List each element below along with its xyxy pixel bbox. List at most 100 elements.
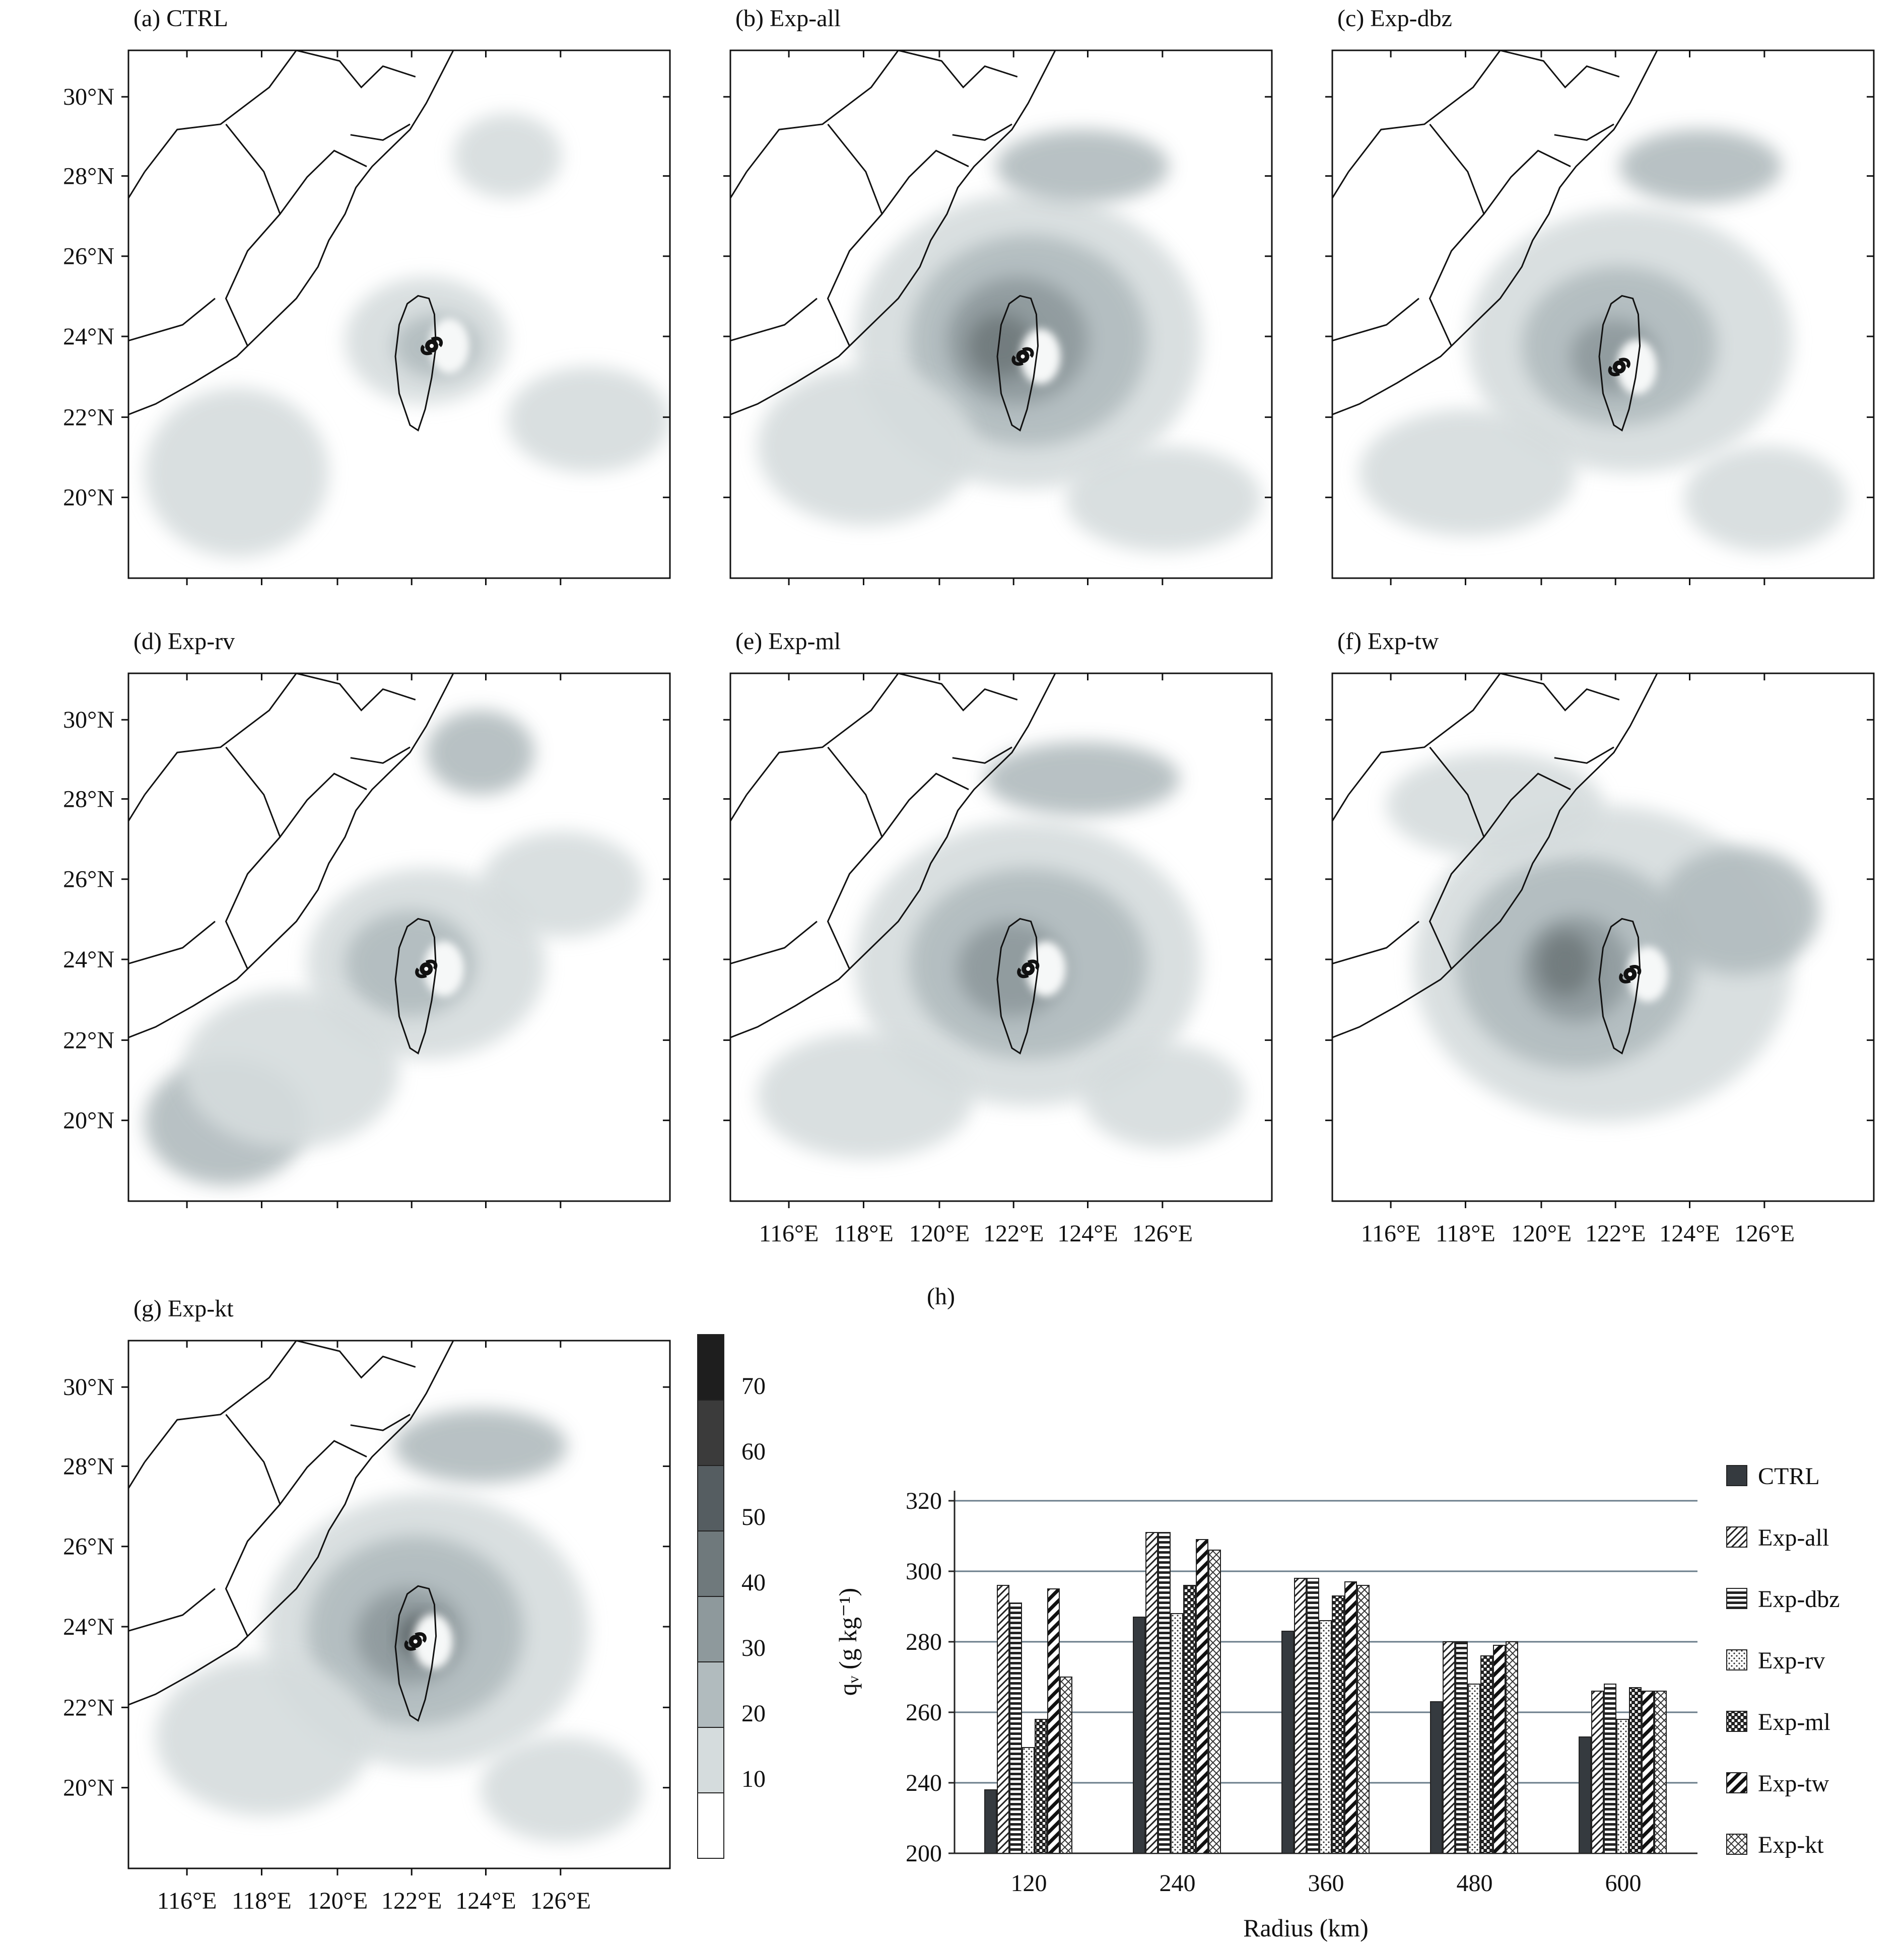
shade-region (757, 367, 974, 526)
lon-label: 126°E (1734, 1220, 1795, 1247)
bar-exp-dbz (1009, 1602, 1022, 1854)
province-border (881, 150, 969, 215)
bar-exp-kt (1060, 1677, 1072, 1854)
panel-title: (d) Exp-rv (133, 628, 235, 655)
legend-swatch (1726, 1772, 1747, 1793)
shade-region (393, 1409, 567, 1483)
typhoon-symbol-icon (1011, 347, 1034, 366)
province-border (128, 171, 146, 199)
legend-swatch (1726, 1649, 1747, 1670)
province-border (225, 746, 281, 969)
geography (730, 50, 1056, 432)
shade-region (507, 367, 670, 473)
panel-title: (e) Exp-ml (735, 628, 841, 655)
map-panel-d: 30°N 28°N 26°N 24°N 22°N 20°N (d) Exp-rv (63, 628, 671, 1208)
province-border (128, 1461, 146, 1489)
shade-region (757, 1032, 974, 1159)
legend-label: Exp-ml (1758, 1709, 1830, 1735)
lat-label: 30°N (63, 707, 114, 733)
lon-label: 124°E (1659, 1220, 1720, 1247)
field-shading (155, 1409, 643, 1842)
y-tick-label: 200 (906, 1840, 942, 1867)
eye-region (429, 318, 469, 374)
lat-label: 20°N (63, 484, 114, 511)
taiwan-outline (996, 295, 1039, 432)
lon-label: 120°E (909, 1220, 970, 1247)
lat-label: 28°N (63, 163, 114, 189)
map-panel-a: 30°N 28°N 26°N 24°N 22°N 20°N (a) CTRL (63, 5, 671, 585)
legend-swatch (1726, 1588, 1747, 1609)
province-border (1554, 123, 1614, 141)
province-border (350, 746, 411, 764)
y-tick-label: 280 (906, 1629, 942, 1655)
bar-exp-kt (1357, 1585, 1370, 1854)
province-border (881, 773, 969, 838)
typhoon-symbol-icon (1017, 959, 1040, 979)
province-border (279, 150, 367, 215)
shade-region (995, 129, 1169, 203)
geography (1332, 673, 1658, 1055)
province-border (128, 794, 146, 822)
province-border (1332, 171, 1349, 199)
lat-label: 20°N (63, 1107, 114, 1134)
province-border (128, 1588, 216, 1632)
shade-region (182, 990, 399, 1149)
bar-ctrl (984, 1789, 997, 1854)
eye-region (1020, 328, 1061, 384)
x-tick-label: 120 (1011, 1870, 1047, 1897)
legend-label: CTRL (1758, 1463, 1820, 1490)
province-border (350, 1414, 411, 1431)
geography (128, 673, 454, 1055)
shade-region (480, 831, 643, 937)
colorbar-segment (697, 1400, 724, 1466)
lat-label: 22°N (63, 1694, 114, 1721)
x-axis-label: Radius (km) (1243, 1914, 1369, 1942)
lon-label: 124°E (455, 1888, 516, 1914)
map-frame (1331, 49, 1875, 579)
bar-exp-tw (1196, 1539, 1208, 1854)
lon-label: 126°E (530, 1888, 591, 1914)
bar-exp-all (1294, 1578, 1307, 1854)
colorbar-segment (697, 1465, 724, 1531)
legend-swatch (1726, 1465, 1747, 1486)
lat-label: 30°N (63, 84, 114, 110)
colorbar-label: 20 (741, 1700, 766, 1727)
shade-region (1538, 932, 1592, 996)
colorbar-label: 60 (741, 1438, 766, 1465)
province-border (730, 171, 747, 199)
province-border (1332, 298, 1419, 341)
bar-exp-tw (1344, 1581, 1357, 1854)
colorbar-label: 10 (741, 1766, 766, 1792)
map-panel-b: (b) Exp-all (723, 5, 1273, 585)
shade-region (969, 314, 1034, 378)
colorbar: 70 60 50 40 30 20 10 (697, 1334, 766, 1859)
legend: CTRL Exp-all Exp-dbz Exp-rv Exp-ml Exp-tw Exp-… (1726, 1463, 1840, 1858)
legend-label: Exp-kt (1758, 1832, 1824, 1858)
panel-title: (b) Exp-all (735, 5, 841, 32)
map-frame (127, 1340, 671, 1869)
bar-exp-dbz (1307, 1578, 1319, 1854)
province-border (279, 1440, 367, 1505)
x-tick-label: 480 (1457, 1870, 1493, 1897)
province-border (746, 50, 1018, 172)
lon-label: 120°E (1511, 1220, 1572, 1247)
province-border (730, 921, 818, 964)
field-shading (757, 129, 1261, 552)
bar-exp-ml (1035, 1719, 1047, 1854)
lat-label: 24°N (63, 1614, 114, 1640)
geography (730, 673, 1056, 1055)
x-tick-label: 360 (1308, 1870, 1344, 1897)
bar-exp-all (1145, 1532, 1158, 1854)
colorbar-segment (697, 1530, 724, 1597)
legend-label: Exp-tw (1758, 1770, 1829, 1797)
y-tick-label: 260 (906, 1699, 942, 1726)
lon-label: 116°E (157, 1888, 217, 1914)
province-border (952, 123, 1012, 141)
province-border (144, 1341, 416, 1462)
x-tick-label: 240 (1160, 1870, 1196, 1897)
taiwan-outline (1598, 295, 1641, 432)
province-border (1348, 673, 1620, 795)
legend-swatch (1726, 1834, 1747, 1855)
lat-label: 30°N (63, 1374, 114, 1401)
